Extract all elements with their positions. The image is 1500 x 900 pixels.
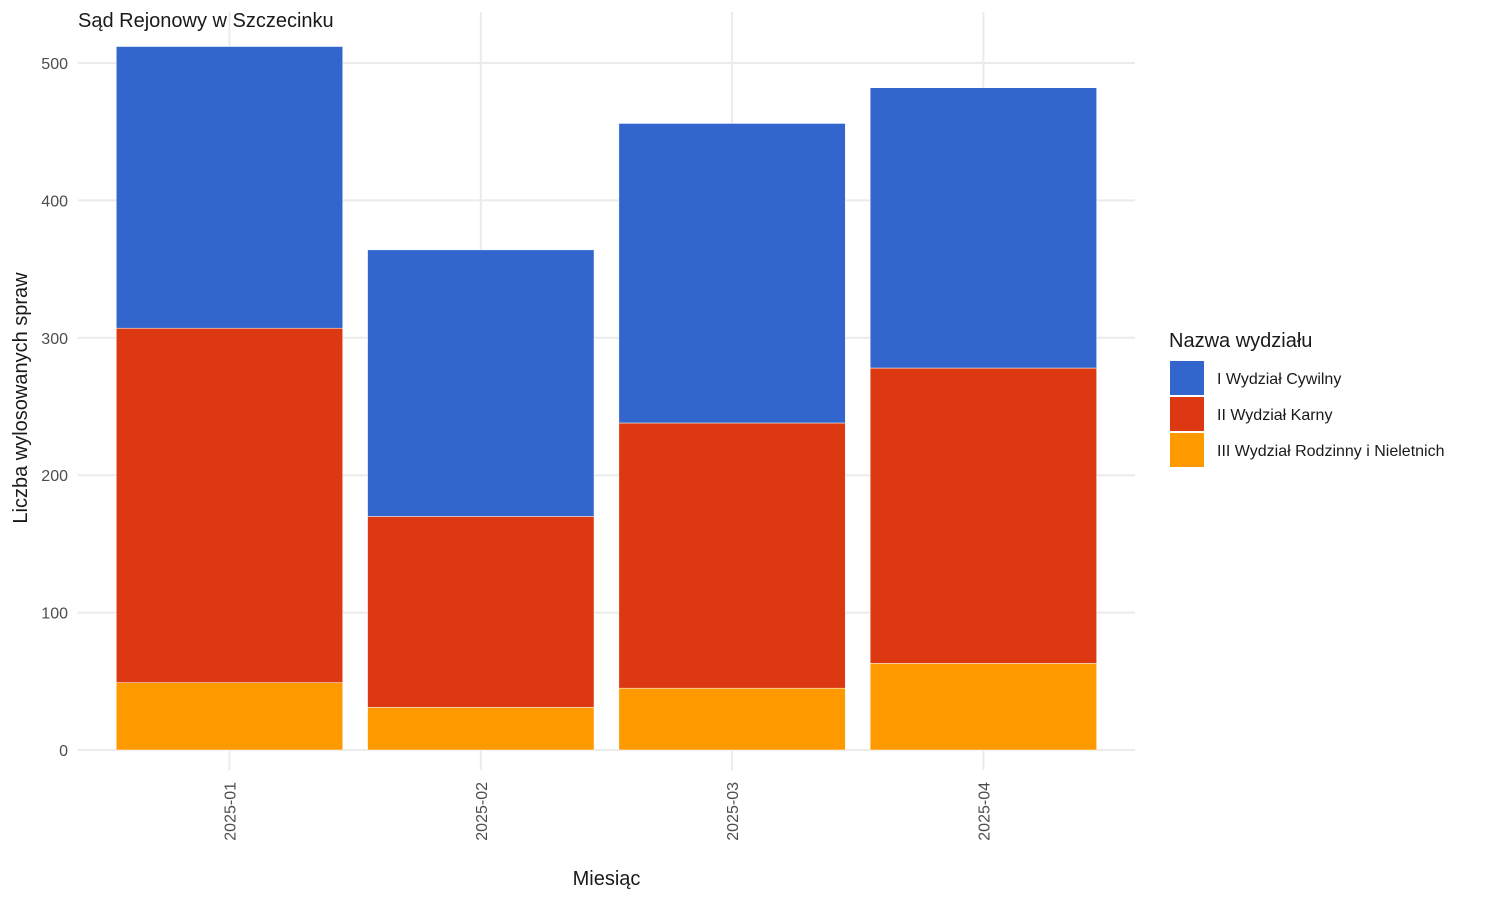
y-axis-ticks: 0 100 200 300 400 500: [41, 56, 68, 760]
x-tick-label: 2025-04: [976, 782, 993, 841]
bar-segment: [367, 707, 595, 751]
bar-segment: [618, 422, 846, 689]
legend: Nazwa wydziału I Wydział Cywilny II Wydzi…: [1169, 330, 1445, 467]
x-axis-ticks: 2025-01 2025-02 2025-03 2025-04: [223, 782, 994, 841]
x-tick-label: 2025-03: [725, 782, 742, 841]
legend-swatch: [1170, 433, 1204, 467]
chart-title: Sąd Rejonowy w Szczecinku: [78, 10, 334, 32]
bar-segment: [116, 327, 343, 683]
bar-segment: [116, 682, 343, 751]
x-axis-title: Miesiąc: [573, 868, 641, 890]
legend-swatch: [1170, 397, 1204, 431]
y-tick-label: 500: [41, 56, 68, 73]
legend-label: III Wydział Rodzinny i Nieletnich: [1217, 443, 1445, 460]
bar-segment: [869, 87, 1097, 369]
bar-segment: [116, 46, 343, 329]
y-tick-label: 400: [41, 193, 68, 210]
bars: [116, 46, 1097, 751]
bar-segment: [367, 516, 595, 708]
legend-items: I Wydział Cywilny II Wydział Karny III Wyd…: [1170, 361, 1445, 467]
legend-label: I Wydział Cywilny: [1217, 371, 1341, 388]
y-axis-title: Liczba wylosowanych spraw: [10, 272, 32, 524]
x-tick-label: 2025-01: [223, 782, 240, 841]
bar-segment: [618, 687, 846, 751]
y-tick-label: 300: [41, 331, 68, 348]
y-tick-label: 200: [41, 468, 68, 485]
x-tick-label: 2025-02: [474, 782, 491, 841]
legend-label: II Wydział Karny: [1217, 407, 1332, 424]
bar-segment: [869, 367, 1097, 664]
y-tick-label: 100: [41, 606, 68, 623]
bar-segment: [869, 663, 1097, 751]
y-tick-label: 0: [59, 743, 68, 760]
bar-segment: [618, 123, 846, 424]
bar-segment: [367, 249, 595, 517]
legend-title: Nazwa wydziału: [1169, 330, 1312, 352]
legend-swatch: [1170, 361, 1204, 395]
